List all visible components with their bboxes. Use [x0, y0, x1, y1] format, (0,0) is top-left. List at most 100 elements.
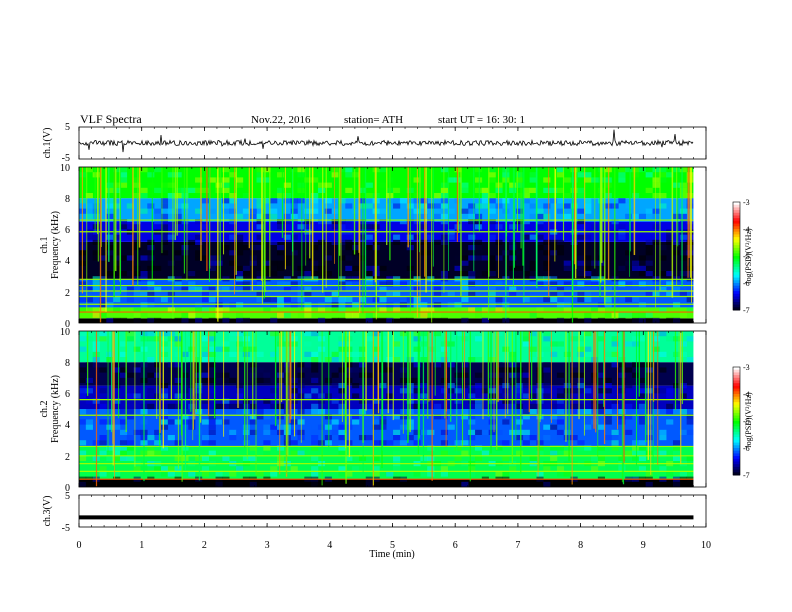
spectrogram-cell: [256, 245, 264, 251]
spectrogram-cell: [154, 208, 162, 214]
spectrogram-cell: [440, 239, 448, 245]
spectrogram-cell: [515, 388, 524, 394]
spectrogram-cell: [222, 208, 230, 214]
colorbar-segment: [733, 288, 740, 292]
spectrogram-cell: [434, 281, 442, 287]
spectrogram-cell: [365, 435, 373, 441]
colorbar-segment: [733, 418, 740, 422]
spectrogram-cell: [393, 414, 401, 420]
spectrogram-cell: [481, 429, 489, 435]
spectrogram-cell: [290, 167, 298, 173]
spectrogram-cell: [263, 398, 271, 404]
spectrogram-cell: [611, 398, 619, 404]
spectrogram-cell: [577, 260, 585, 266]
spectrogram-cell: [529, 346, 537, 352]
spectrogram-cell: [536, 317, 544, 323]
spectrogram-cell: [256, 297, 264, 303]
spectrogram-cell: [154, 219, 162, 225]
spectrogram-cell: [215, 471, 223, 477]
spectrogram-cell: [174, 317, 182, 323]
spectrogram-cell: [488, 393, 496, 399]
spectrogram-nodata: [693, 167, 706, 323]
spectrogram-cell: [577, 291, 585, 297]
spectrogram-cell: [393, 341, 401, 347]
spectrogram-cell: [625, 167, 633, 173]
spectrogram-cell: [386, 440, 394, 446]
spectrogram-cell: [454, 388, 462, 394]
spectrogram-cell: [147, 393, 155, 399]
spectrogram-cell: [317, 182, 326, 188]
spec1-ytick-2: 2: [65, 288, 70, 299]
spectrogram-cell: [659, 167, 667, 173]
spectrogram-cell: [113, 307, 121, 313]
spectrogram-cell: [167, 260, 175, 266]
spectrogram-cell: [215, 481, 223, 487]
spectrogram-cell: [679, 234, 687, 240]
spectrogram-cell: [393, 435, 401, 441]
ch1-ylabel: ch.1(V): [42, 128, 53, 159]
spectrogram-cell: [434, 393, 442, 399]
spectrogram-cell: [611, 362, 619, 368]
spectrogram-cell: [236, 239, 244, 245]
spectrogram-cell: [632, 213, 640, 219]
spectrogram-cell: [290, 250, 298, 256]
spectrogram-cell: [263, 377, 271, 383]
spectrogram-cell: [133, 234, 141, 240]
spectrogram-cell: [222, 307, 230, 313]
colorbar-segment: [733, 202, 740, 206]
spectrogram-cell: [208, 409, 216, 415]
spectrogram-cell: [638, 336, 646, 342]
spectrogram-cell: [133, 219, 141, 225]
spectrogram-cell: [379, 317, 387, 323]
spectrogram-cell: [236, 429, 244, 435]
spectrogram-cell: [222, 177, 230, 183]
spectrogram-cell: [181, 317, 189, 323]
spectrogram-cell: [256, 167, 264, 173]
spectrogram-cell: [345, 245, 353, 251]
spectrogram-cell: [147, 172, 155, 178]
spectrogram-cell: [317, 265, 326, 271]
spectrogram-cell: [440, 317, 448, 323]
spectrogram-cell: [133, 317, 141, 323]
spectrogram-cell: [420, 286, 428, 292]
spectrogram-cell: [195, 234, 203, 240]
spectrogram-cell: [461, 260, 469, 266]
spectrogram-cell: [85, 193, 93, 199]
spectrogram-cell: [686, 429, 694, 435]
spectrogram-cell: [536, 224, 544, 230]
spectrogram-cell: [372, 424, 380, 430]
spectrogram-cell: [352, 312, 360, 318]
spectrogram-cell: [604, 435, 612, 441]
spectrogram-cell: [659, 466, 667, 472]
spectrogram-cell: [249, 260, 257, 266]
spectrogram-cell: [577, 208, 585, 214]
spectrogram-cell: [174, 250, 182, 256]
spectrogram-cell: [85, 336, 93, 342]
colorbar-segment: [733, 250, 740, 254]
spectrogram-cell: [236, 213, 244, 219]
spectrogram-cell: [659, 245, 667, 251]
spectrogram-cell: [672, 440, 681, 446]
spectrogram-cell: [106, 245, 114, 251]
spectrogram-cell: [632, 372, 640, 378]
spectrogram-cell: [474, 409, 483, 415]
spectrogram-cell: [652, 224, 660, 230]
spectrogram-cell: [201, 398, 210, 404]
spectrogram-cell: [174, 281, 182, 287]
spectrogram-cell: [317, 393, 326, 399]
spectrogram-cell: [570, 403, 578, 409]
spectrogram-cell: [468, 471, 476, 477]
spectrogram-cell: [672, 336, 681, 342]
spectrogram-cell: [495, 377, 503, 383]
spectrogram-cell: [236, 281, 244, 287]
spectrogram-cell: [311, 440, 319, 446]
spectrogram-cell: [276, 193, 285, 199]
spectrogram-cell: [543, 187, 551, 193]
spectrogram-cell: [638, 414, 646, 420]
spectrogram-cell: [447, 208, 455, 214]
spectrogram-cell: [270, 239, 278, 245]
spectrogram-cell: [577, 297, 585, 303]
spectrogram-cell: [515, 393, 524, 399]
spectrogram-cell: [338, 317, 346, 323]
